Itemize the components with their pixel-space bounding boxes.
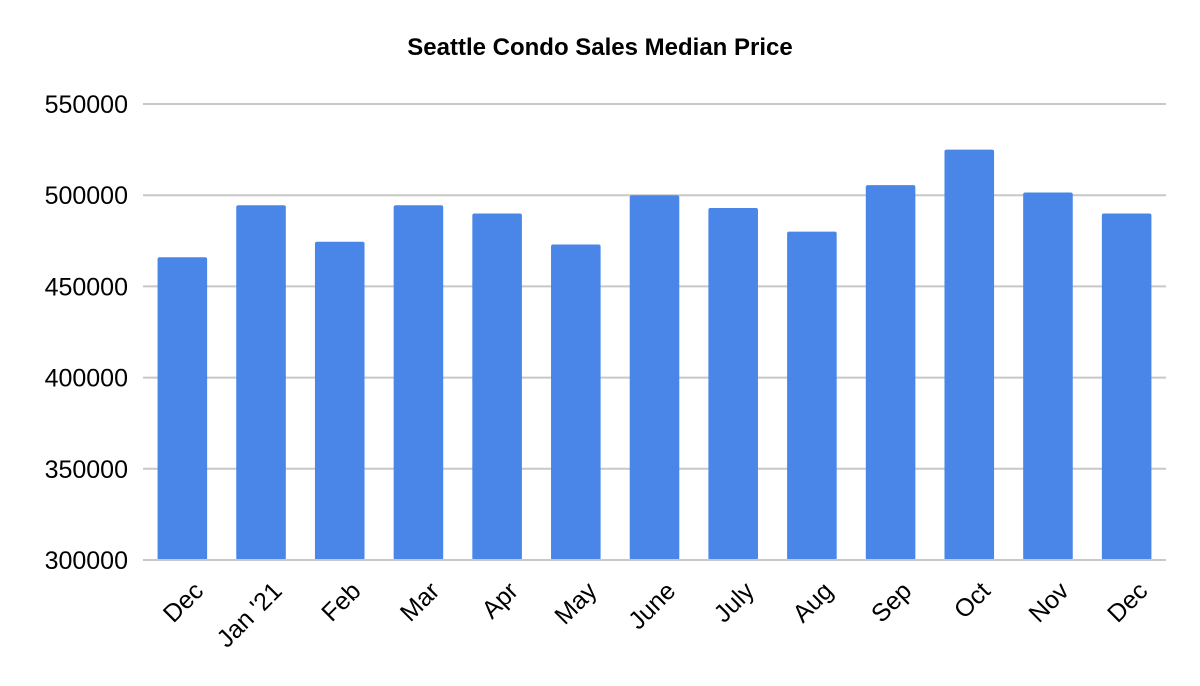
bars <box>143 149 1166 561</box>
bar <box>1023 192 1073 561</box>
y-tick-label: 550000 <box>45 91 128 119</box>
x-tick-label: Oct <box>949 577 996 624</box>
y-tick-label: 500000 <box>45 182 128 210</box>
bar <box>629 195 680 560</box>
x-tick-label: May <box>549 577 603 631</box>
bar <box>787 231 837 560</box>
bar <box>314 241 365 560</box>
bar <box>865 185 916 560</box>
y-tick-label: 350000 <box>45 456 128 484</box>
x-tick-label: Nov <box>1023 577 1075 629</box>
x-tick-label: Feb <box>316 577 366 627</box>
x-tick-label: Dec <box>1102 577 1153 628</box>
x-tick-label: Mar <box>395 577 445 627</box>
bar <box>157 257 208 560</box>
x-tick-label: June <box>623 577 681 635</box>
y-tick-label: 400000 <box>45 365 128 393</box>
bar <box>1101 213 1152 560</box>
y-tick-label: 450000 <box>45 273 128 301</box>
x-tick-label: Dec <box>158 577 209 628</box>
bar <box>551 244 601 560</box>
y-tick-label: 300000 <box>45 547 128 575</box>
bar <box>472 213 522 560</box>
bar <box>393 205 444 560</box>
x-tick-label: Sep <box>866 577 917 628</box>
x-tick-label: Jan '21 <box>211 577 287 653</box>
bar <box>944 149 995 560</box>
x-tick-label: Aug <box>787 577 838 628</box>
chart-title: Seattle Condo Sales Median Price <box>407 34 792 61</box>
x-tick-label: July <box>709 577 761 629</box>
x-axis-tick-labels: Dec Jan '21 Feb Mar Apr May June July Aug Sep Oct N… <box>158 577 1154 654</box>
x-tick-label: Apr <box>476 577 523 624</box>
bar <box>236 205 286 560</box>
bar <box>708 207 758 560</box>
y-axis-tick-labels: 300000 350000 400000 450000 500000 550000 <box>45 91 128 575</box>
